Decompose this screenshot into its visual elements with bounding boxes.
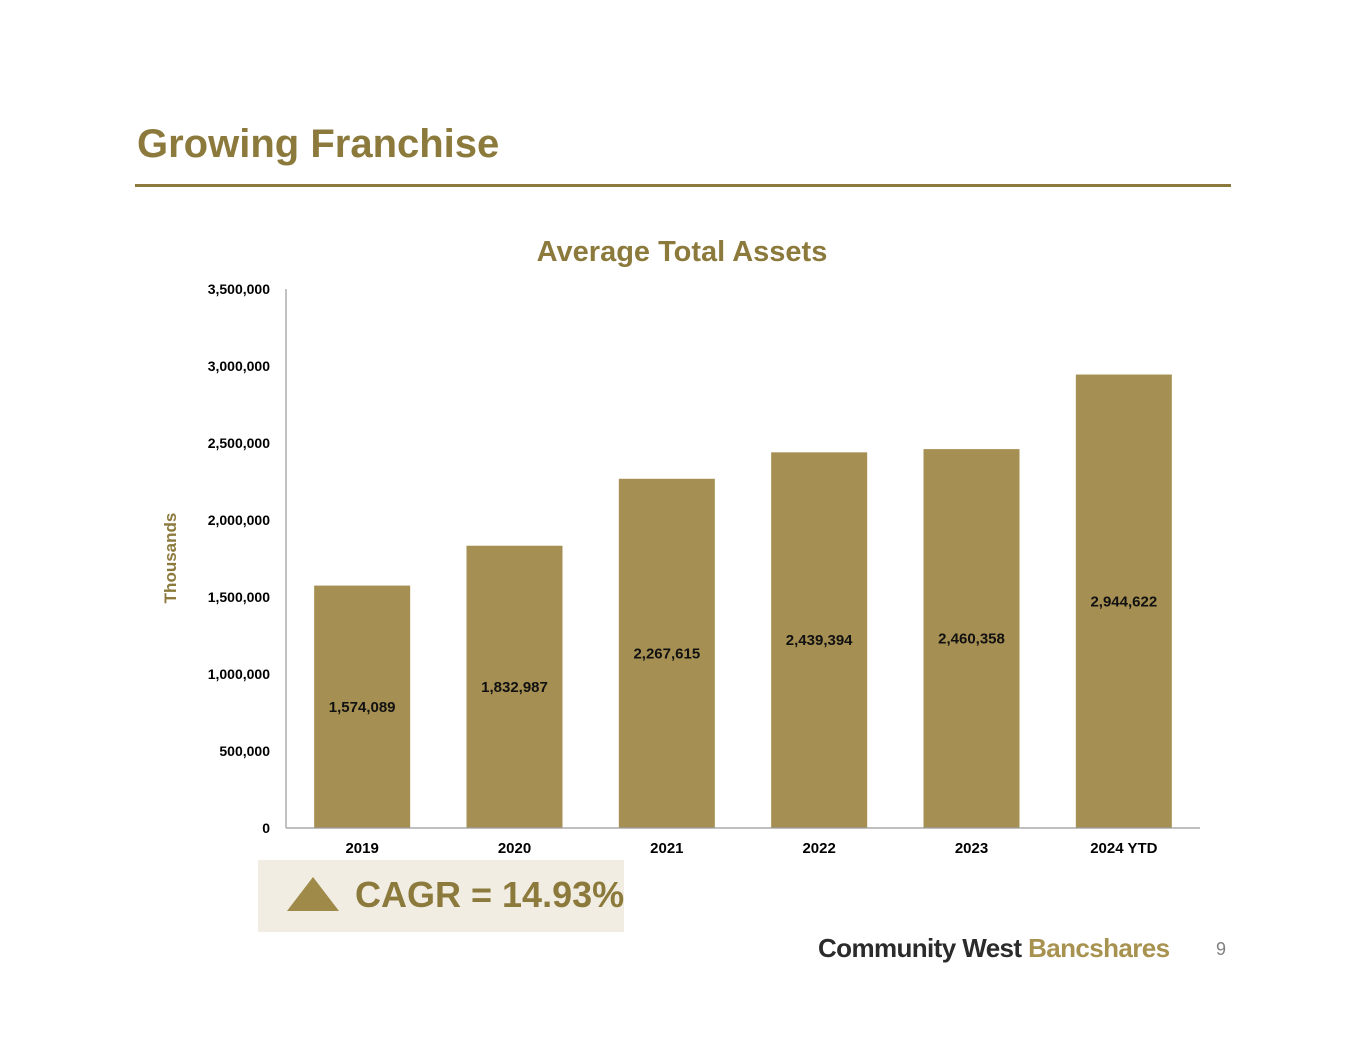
bar-value-label: 2,460,358 (938, 631, 1005, 648)
y-tick-label: 500,000 (219, 743, 270, 759)
page-number: 9 (1216, 939, 1227, 959)
y-axis-label: Thousands (161, 513, 180, 604)
x-tick-label: 2019 (345, 840, 378, 857)
y-tick-label: 2,000,000 (208, 512, 270, 528)
bar-2022 (771, 452, 868, 828)
company-logo: Community West Bancshares (818, 933, 1170, 964)
y-tick-label: 0 (262, 820, 270, 836)
bar-2020 (466, 545, 563, 828)
x-tick-label: 2023 (955, 840, 988, 857)
bar-value-label: 1,832,987 (481, 679, 548, 696)
y-axis-ticks: 0 500,000 1,000,000 1,500,000 2,000,000 2,500… (208, 281, 271, 836)
bar-2019 (314, 585, 411, 828)
y-tick-label: 1,000,000 (208, 666, 270, 682)
x-axis-ticks: 2019 2020 2021 2022 2023 2024 YTD (345, 840, 1157, 857)
bar-value-label: 2,944,622 (1090, 593, 1157, 610)
y-tick-label: 3,500,000 (208, 281, 270, 297)
bar-value-label: 1,574,089 (329, 699, 396, 716)
x-tick-label: 2022 (802, 840, 835, 857)
bar-2024-ytd (1075, 374, 1172, 828)
y-tick-label: 1,500,000 (208, 589, 270, 605)
data-labels: 1,574,089 1,832,987 2,267,615 2,439,394 2,46… (329, 593, 1157, 716)
bar-value-label: 2,267,615 (633, 645, 700, 662)
title-divider (135, 184, 1231, 187)
triangle-up-icon (287, 877, 339, 911)
x-tick-label: 2024 YTD (1090, 840, 1157, 857)
x-tick-label: 2021 (650, 840, 683, 857)
logo-text-community-west: Community West (818, 933, 1022, 963)
y-tick-label: 2,500,000 (208, 435, 270, 451)
x-tick-label: 2020 (498, 840, 531, 857)
bar-2023 (923, 449, 1020, 828)
bars (314, 374, 1172, 828)
y-tick-label: 3,000,000 (208, 358, 270, 374)
logo-text-bancshares: Bancshares (1028, 933, 1170, 963)
cagr-value: CAGR = 14.93% (355, 874, 625, 915)
slide-title: Growing Franchise (137, 122, 500, 166)
bar-2021 (618, 478, 715, 828)
chart-title: Average Total Assets (537, 236, 828, 268)
bar-value-label: 2,439,394 (786, 632, 853, 649)
